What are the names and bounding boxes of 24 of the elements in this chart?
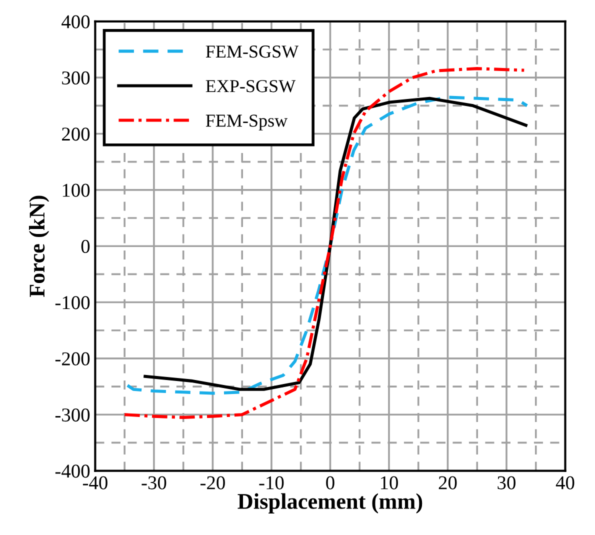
x-tick-label: -40 <box>82 476 108 490</box>
x-tick-label: 40 <box>556 476 574 490</box>
y-tick-label: -200 <box>55 352 90 366</box>
x-axis-title: Displacement (mm) <box>238 493 422 514</box>
x-tick-label: 0 <box>326 476 334 490</box>
y-tick-label: 0 <box>81 240 90 254</box>
x-tick-label: -20 <box>200 476 225 490</box>
legend-label: FEM-SGSW <box>206 46 299 58</box>
x-tick-label: 10 <box>380 476 398 490</box>
y-tick-label: -100 <box>55 296 90 310</box>
y-tick-label: 300 <box>62 71 90 85</box>
x-tick-label: -10 <box>259 476 284 490</box>
y-axis-title: Force (kN) <box>28 196 50 298</box>
y-tick-label: 200 <box>62 128 90 141</box>
legend-label: EXP-SGSW <box>206 80 296 92</box>
x-tick-label: 30 <box>498 476 516 490</box>
line-series <box>123 67 526 419</box>
y-tick-label: 400 <box>62 15 90 28</box>
y-tick-label: 100 <box>62 184 90 197</box>
y-tick-label: -400 <box>55 464 90 478</box>
legend-label: FEM-Spsw <box>206 114 288 130</box>
x-tick-label: -30 <box>142 476 166 490</box>
x-tick-label: 20 <box>438 476 457 490</box>
y-tick-label: -300 <box>55 408 90 422</box>
